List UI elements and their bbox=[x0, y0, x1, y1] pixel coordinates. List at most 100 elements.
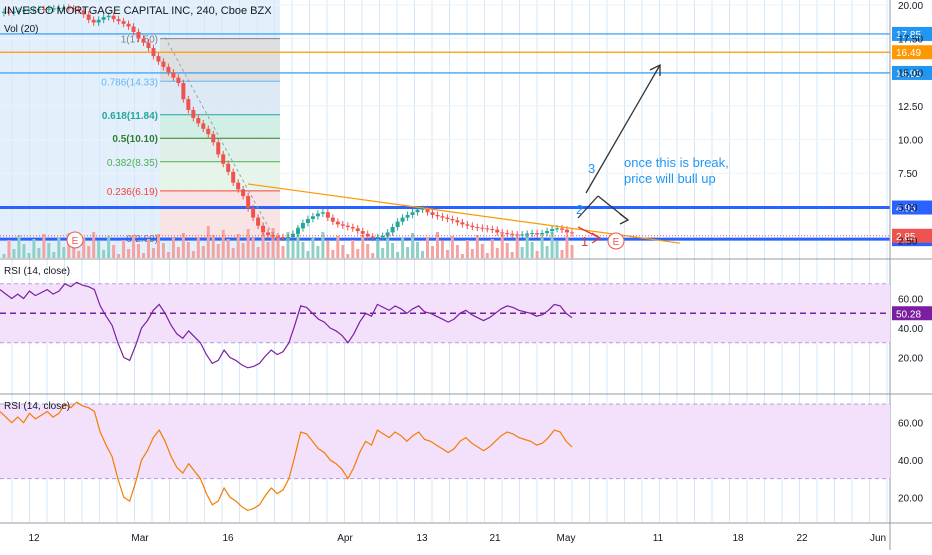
candle-body-85 bbox=[425, 208, 430, 213]
volume-bar-6 bbox=[32, 239, 36, 258]
candle-body-107 bbox=[535, 233, 540, 235]
candle-body-77 bbox=[385, 232, 390, 236]
volume-bar-29 bbox=[146, 239, 150, 258]
fib-label-1: 0.786(14.33) bbox=[101, 77, 158, 88]
candle-body-32 bbox=[161, 61, 166, 67]
volume-bar-66 bbox=[331, 250, 335, 258]
candle-body-0 bbox=[2, 11, 6, 14]
volume-bar-51 bbox=[256, 247, 260, 258]
volume-bar-79 bbox=[396, 252, 400, 258]
price-tick-5: 7.50 bbox=[898, 169, 918, 180]
volume-bar-31 bbox=[156, 234, 160, 258]
volume-bar-85 bbox=[426, 237, 430, 258]
volume-bar-39 bbox=[196, 237, 200, 258]
time-tick-4: 13 bbox=[416, 533, 428, 544]
volume-bar-38 bbox=[191, 251, 195, 258]
volume-bar-110 bbox=[550, 232, 554, 258]
level-tag-label-3: 4.95 bbox=[896, 204, 916, 215]
rsi-tick-0-0: 60.00 bbox=[898, 295, 923, 306]
candle-body-114 bbox=[570, 232, 574, 234]
volume-bar-93 bbox=[465, 240, 469, 258]
candle-body-86 bbox=[430, 212, 435, 215]
price-tick-2: 15.00 bbox=[898, 68, 923, 79]
step-3-label: 3 bbox=[588, 161, 595, 176]
rsi-tick-1-1: 40.00 bbox=[898, 456, 923, 467]
candle-body-110 bbox=[550, 229, 555, 232]
candle-body-40 bbox=[201, 123, 206, 129]
candle-body-70 bbox=[350, 227, 355, 229]
volume-bar-108 bbox=[540, 237, 544, 258]
candle-body-33 bbox=[166, 66, 171, 73]
candle-body-17 bbox=[86, 14, 91, 20]
volume-bar-21 bbox=[107, 236, 111, 258]
volume-bar-8 bbox=[42, 234, 46, 258]
price-tick-1: 17.50 bbox=[898, 35, 923, 46]
candle-body-50 bbox=[251, 208, 256, 218]
candle-body-91 bbox=[455, 220, 460, 223]
volume-bar-32 bbox=[161, 243, 165, 258]
candle-body-47 bbox=[236, 182, 241, 190]
candle-body-42 bbox=[211, 134, 216, 143]
candle-body-108 bbox=[540, 233, 545, 235]
candle-body-24 bbox=[121, 21, 126, 24]
volume-bar-109 bbox=[545, 246, 549, 258]
candle-body-20 bbox=[101, 17, 106, 20]
candle-body-38 bbox=[191, 109, 196, 119]
candle-body-75 bbox=[375, 237, 380, 239]
candle-body-46 bbox=[231, 171, 236, 183]
volume-bar-65 bbox=[326, 241, 330, 258]
candle-body-101 bbox=[505, 233, 510, 235]
candle-body-44 bbox=[221, 154, 226, 164]
candle-body-82 bbox=[410, 212, 415, 215]
candle-body-19 bbox=[96, 19, 101, 23]
candle-body-73 bbox=[365, 233, 370, 237]
arrow-step2 bbox=[577, 195, 599, 219]
volume-bar-97 bbox=[485, 253, 489, 258]
volume-bar-82 bbox=[411, 233, 415, 258]
volume-bar-9 bbox=[47, 243, 51, 258]
volume-bar-11 bbox=[57, 238, 61, 258]
candle-body-90 bbox=[450, 218, 455, 221]
candle-body-106 bbox=[530, 233, 535, 235]
volume-bar-12 bbox=[62, 247, 66, 258]
volume-bar-106 bbox=[530, 242, 534, 258]
fib-label-2: 0.618(11.84) bbox=[102, 111, 158, 122]
candle-body-61 bbox=[305, 218, 310, 224]
rsi-tick-0-1: 40.00 bbox=[898, 324, 923, 335]
volume-bar-23 bbox=[117, 254, 121, 258]
volume-bar-96 bbox=[480, 244, 484, 258]
volume-bar-113 bbox=[565, 236, 569, 258]
volume-bar-30 bbox=[151, 248, 155, 258]
volume-bar-61 bbox=[306, 251, 310, 258]
rsi-tick-1-0: 60.00 bbox=[898, 419, 923, 430]
price-tick-7: 2.50 bbox=[898, 237, 918, 248]
price-tick-6: 5.00 bbox=[898, 203, 918, 214]
candle-body-21 bbox=[106, 15, 111, 18]
candle-body-103 bbox=[515, 234, 520, 236]
candle-body-4 bbox=[21, 10, 26, 12]
volume-bar-20 bbox=[102, 250, 106, 258]
volume-bar-72 bbox=[361, 235, 365, 258]
candle-body-87 bbox=[435, 214, 440, 217]
time-tick-9: 22 bbox=[796, 533, 808, 544]
candle-body-97 bbox=[485, 228, 490, 230]
candle-body-5 bbox=[26, 10, 31, 12]
volume-bar-74 bbox=[371, 253, 375, 258]
earnings-marker-1 bbox=[607, 232, 625, 250]
candle-body-78 bbox=[390, 227, 395, 233]
volume-bar-60 bbox=[301, 242, 305, 258]
volume-bar-75 bbox=[376, 239, 380, 258]
volume-bar-81 bbox=[406, 247, 410, 258]
rsi-line-1 bbox=[0, 401, 573, 512]
volume-bar-24 bbox=[122, 240, 126, 258]
time-tick-7: 11 bbox=[653, 533, 664, 544]
volume-bar-59 bbox=[296, 227, 300, 258]
volume-bar-104 bbox=[520, 247, 524, 258]
candle-body-98 bbox=[490, 229, 495, 231]
volume-bar-4 bbox=[22, 244, 26, 258]
candle-body-15 bbox=[76, 9, 81, 11]
rsi-band-1 bbox=[0, 404, 890, 479]
price-tick-3: 12.50 bbox=[898, 102, 923, 113]
volume-bar-89 bbox=[445, 250, 449, 258]
